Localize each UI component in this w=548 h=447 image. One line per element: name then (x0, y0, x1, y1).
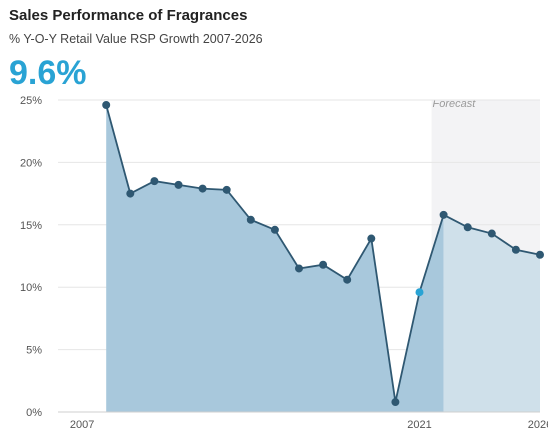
data-marker (102, 100, 111, 109)
data-marker (222, 185, 231, 194)
x-tick-label: 2007 (70, 419, 94, 431)
data-marker (126, 189, 135, 198)
forecast-area (443, 214, 540, 412)
y-tick-label: 0% (26, 407, 42, 419)
x-tick-label: 2026 (528, 419, 548, 431)
data-marker (439, 210, 448, 219)
data-marker (150, 177, 159, 186)
y-tick-label: 20% (20, 157, 42, 169)
historic-area (106, 104, 444, 412)
data-marker (270, 225, 279, 234)
y-tick-label: 5% (26, 345, 42, 357)
data-marker (174, 180, 183, 189)
chart-subtitle: % Y-O-Y Retail Value RSP Growth 2007-202… (9, 32, 263, 46)
data-marker (487, 229, 496, 238)
data-marker (463, 223, 472, 232)
y-tick-label: 15% (20, 220, 42, 232)
data-marker (367, 234, 376, 243)
data-marker (319, 260, 328, 269)
headline-value: 9.6% (9, 54, 87, 92)
highlight-marker (415, 288, 424, 297)
data-marker (343, 275, 352, 284)
forecast-label: Forecast (433, 98, 477, 110)
y-tick-label: 10% (20, 282, 42, 294)
data-marker (246, 215, 255, 224)
data-marker (198, 184, 207, 193)
data-marker (295, 264, 303, 273)
x-tick-label: 2021 (407, 419, 431, 431)
chart-title: Sales Performance of Fragrances (9, 7, 248, 24)
y-tick-label: 25% (20, 95, 42, 107)
data-marker (511, 245, 520, 254)
data-marker (536, 250, 544, 259)
data-marker (391, 398, 400, 407)
